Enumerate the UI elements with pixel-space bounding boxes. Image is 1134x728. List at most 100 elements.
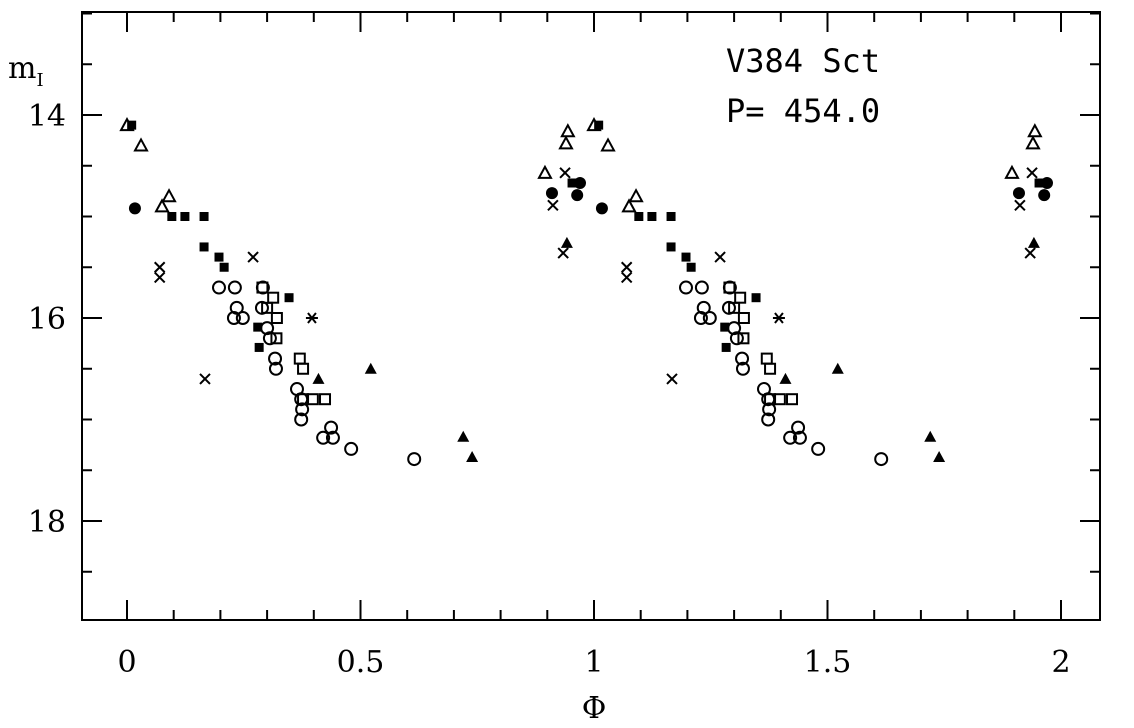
data-point-open-circle <box>227 280 242 295</box>
y-tick-label: 14 <box>28 99 66 134</box>
data-point-open-square <box>773 393 786 406</box>
data-point-open-circle <box>783 430 798 445</box>
x-tick-label: 0.5 <box>337 645 385 680</box>
data-point-filled-circle <box>571 189 584 202</box>
data-point-open-square <box>293 352 306 365</box>
y-axis-label: mI <box>8 51 44 91</box>
star-name-annotation: V384 Sct <box>726 42 880 80</box>
data-point-open-circle <box>294 412 309 427</box>
data-point-open-circle <box>694 280 709 295</box>
data-point-open-circle <box>696 300 711 315</box>
data-point-open-square <box>786 393 799 406</box>
data-point-filled-square <box>751 293 761 303</box>
data-point-filled-triangle <box>1027 236 1040 248</box>
data-point-open-circle <box>735 361 750 376</box>
data-point-open-square <box>270 312 283 324</box>
data-point-asterisk <box>772 312 785 324</box>
x-axis-label: Φ <box>582 691 607 726</box>
data-point-cross <box>547 199 559 212</box>
data-point-cross <box>1014 199 1026 212</box>
data-point-open-circle <box>792 430 807 445</box>
data-point-cross <box>666 373 678 385</box>
data-point-filled-triangle <box>779 372 792 384</box>
data-point-cross <box>620 261 633 273</box>
data-point-open-circle <box>226 311 241 325</box>
data-point-filled-square <box>721 342 731 352</box>
data-point-open-triangle <box>1027 123 1043 138</box>
data-point-filled-square <box>199 212 209 221</box>
data-point-open-square <box>723 281 736 294</box>
data-point-open-circle <box>262 331 277 346</box>
data-point-filled-triangle <box>933 451 946 463</box>
x-tick-label: 1.5 <box>804 645 852 680</box>
y-tick-label: 16 <box>28 302 66 337</box>
data-points <box>119 117 1053 467</box>
data-point-filled-triangle <box>364 362 377 374</box>
data-point-open-square <box>728 301 741 314</box>
data-point-open-triangle <box>628 188 644 203</box>
data-point-open-circle <box>344 441 359 456</box>
data-point-open-circle <box>268 351 283 366</box>
data-point-open-circle <box>727 321 742 336</box>
data-point-filled-triangle <box>831 362 844 374</box>
data-point-cross <box>557 247 569 259</box>
data-point-filled-square <box>127 120 137 130</box>
data-point-filled-square <box>647 212 657 221</box>
data-point-cross <box>199 373 211 385</box>
data-point-open-circle <box>229 300 244 315</box>
x-tick-label: 0 <box>117 645 136 680</box>
data-point-filled-triangle <box>466 451 479 463</box>
y-axis-label-base: m <box>8 51 36 86</box>
data-point-filled-triangle <box>457 430 470 442</box>
data-point-filled-circle <box>573 177 586 190</box>
data-point-filled-square <box>634 212 644 221</box>
data-point-filled-square <box>666 212 676 221</box>
data-point-filled-circle <box>1012 187 1025 200</box>
period-annotation: P= 454.0 <box>726 92 880 130</box>
data-point-open-square <box>734 291 747 304</box>
y-tick-labels: 14 16 18 <box>28 99 66 540</box>
data-point-open-square <box>737 332 750 345</box>
data-point-filled-triangle <box>924 430 937 442</box>
data-point-filled-circle <box>1040 177 1053 190</box>
data-point-open-circle <box>735 351 750 366</box>
data-point-filled-square <box>686 262 696 272</box>
data-point-filled-triangle <box>312 372 325 384</box>
data-point-cross <box>559 167 571 179</box>
data-point-open-square <box>267 291 280 304</box>
data-point-asterisk <box>305 312 318 324</box>
data-point-filled-square <box>681 252 691 262</box>
data-point-filled-square <box>253 322 263 332</box>
x-tick-labels: 0 0.5 1 1.5 2 <box>117 645 1070 680</box>
data-point-open-triangle <box>621 198 637 213</box>
data-point-filled-square <box>219 262 229 272</box>
data-point-open-circle <box>316 430 331 445</box>
data-point-open-circle <box>407 452 422 467</box>
data-point-open-circle <box>729 331 744 346</box>
data-point-cross <box>620 271 633 284</box>
data-point-cross <box>153 261 166 273</box>
data-point-filled-circle <box>1038 189 1051 202</box>
data-point-open-triangle <box>560 123 576 138</box>
data-point-open-circle <box>235 311 250 325</box>
data-point-open-circle <box>811 441 826 456</box>
data-point-open-triangle <box>537 164 553 179</box>
data-point-open-square <box>764 362 777 375</box>
data-point-filled-triangle <box>560 236 573 248</box>
data-point-open-triangle <box>558 135 574 150</box>
data-point-filled-square <box>214 252 224 262</box>
x-tick-label: 1 <box>584 645 603 680</box>
data-point-open-circle <box>702 311 717 325</box>
data-point-open-circle <box>791 420 806 435</box>
data-point-open-circle <box>874 452 889 467</box>
data-point-open-circle <box>761 412 776 427</box>
plot-frame <box>81 11 1101 621</box>
data-point-filled-square <box>720 322 730 332</box>
data-point-filled-square <box>254 342 264 352</box>
data-point-filled-square <box>666 242 676 252</box>
data-point-filled-square <box>180 212 190 221</box>
data-point-open-triangle <box>154 198 170 213</box>
data-point-open-triangle <box>161 188 177 203</box>
x-tick-label: 2 <box>1051 645 1070 680</box>
